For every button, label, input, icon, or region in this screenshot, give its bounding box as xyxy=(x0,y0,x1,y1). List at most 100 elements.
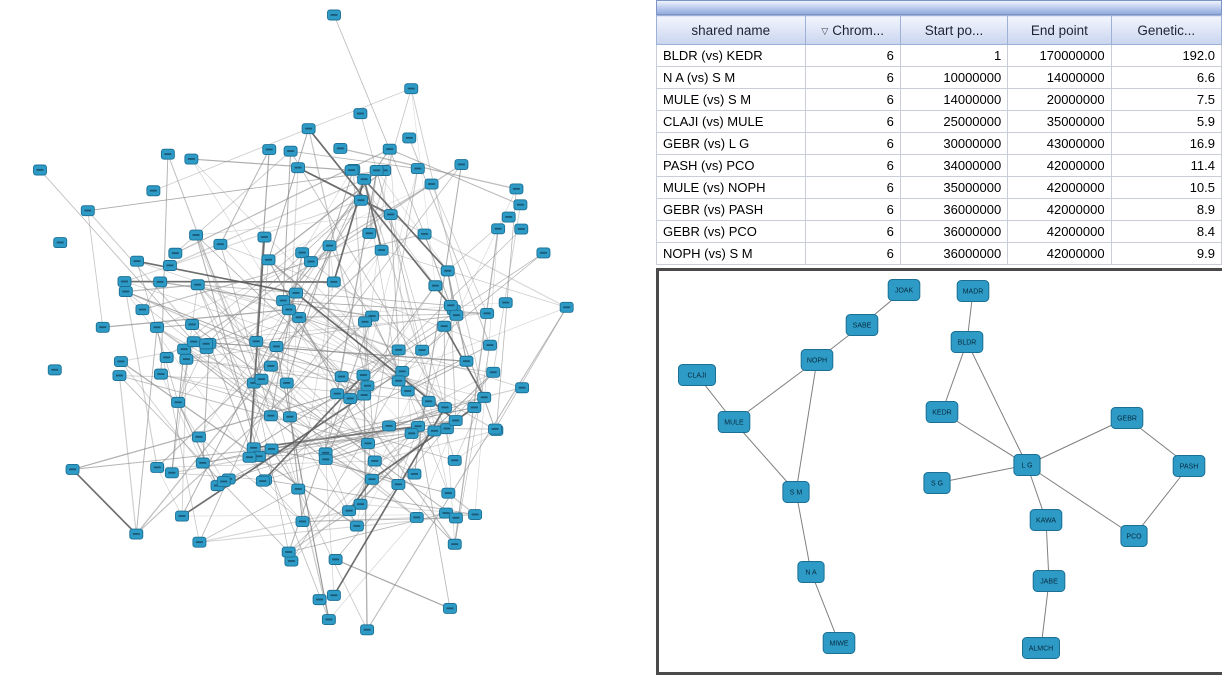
network-node[interactable] xyxy=(401,386,414,396)
network-node[interactable] xyxy=(487,367,500,377)
network-node[interactable] xyxy=(296,248,309,258)
cell-chromosome[interactable]: 6 xyxy=(805,177,900,199)
cell-genetic-distance[interactable]: 16.9 xyxy=(1111,133,1221,155)
cell-start-position[interactable]: 10000000 xyxy=(900,67,1007,89)
network-node[interactable] xyxy=(196,458,209,468)
network-node[interactable] xyxy=(392,479,405,489)
subnetwork-node-jabe[interactable]: JABE xyxy=(1033,571,1065,592)
network-node[interactable] xyxy=(119,287,132,297)
cell-end-point[interactable]: 170000000 xyxy=(1008,45,1111,67)
network-node[interactable] xyxy=(262,255,275,265)
network-node[interactable] xyxy=(405,84,418,94)
network-node[interactable] xyxy=(359,317,372,327)
cell-end-point[interactable]: 42000000 xyxy=(1008,155,1111,177)
subnetwork-node-kawa[interactable]: KAWA xyxy=(1030,510,1062,531)
network-node[interactable] xyxy=(392,345,405,355)
subnetwork-node-noph[interactable]: NOPH xyxy=(801,350,833,371)
cell-shared-name[interactable]: GEBR (vs) PCO xyxy=(657,221,806,243)
network-node[interactable] xyxy=(284,146,297,156)
cell-chromosome[interactable]: 6 xyxy=(805,133,900,155)
network-node[interactable] xyxy=(180,354,193,364)
network-node[interactable] xyxy=(81,206,94,216)
network-node[interactable] xyxy=(345,165,358,175)
subnetwork-node-bldr[interactable]: BLDR xyxy=(951,332,983,353)
cell-end-point[interactable]: 43000000 xyxy=(1008,133,1111,155)
cell-shared-name[interactable]: MULE (vs) S M xyxy=(657,89,806,111)
cell-start-position[interactable]: 30000000 xyxy=(900,133,1007,155)
network-node[interactable] xyxy=(354,195,367,205)
cell-shared-name[interactable]: NOPH (vs) S M xyxy=(657,243,806,265)
network-node[interactable] xyxy=(483,340,496,350)
main-network-canvas[interactable] xyxy=(0,0,656,669)
cell-end-point[interactable]: 42000000 xyxy=(1008,243,1111,265)
subnetwork-node-s-m[interactable]: S M xyxy=(783,482,809,503)
cell-genetic-distance[interactable]: 9.9 xyxy=(1111,243,1221,265)
network-node[interactable] xyxy=(375,245,388,255)
network-node[interactable] xyxy=(358,390,371,400)
network-node[interactable] xyxy=(405,428,418,438)
network-node[interactable] xyxy=(186,320,199,330)
network-node[interactable] xyxy=(411,164,424,174)
network-node[interactable] xyxy=(154,369,167,379)
cell-chromosome[interactable]: 6 xyxy=(805,67,900,89)
cell-chromosome[interactable]: 6 xyxy=(805,45,900,67)
network-node[interactable] xyxy=(283,412,296,422)
network-node[interactable] xyxy=(131,256,144,266)
cell-shared-name[interactable]: CLAJI (vs) MULE xyxy=(657,111,806,133)
cell-end-point[interactable]: 20000000 xyxy=(1008,89,1111,111)
network-node[interactable] xyxy=(510,184,523,194)
cell-shared-name[interactable]: MULE (vs) NOPH xyxy=(657,177,806,199)
network-node[interactable] xyxy=(396,366,409,376)
network-node[interactable] xyxy=(163,260,176,270)
network-node[interactable] xyxy=(469,510,482,520)
cell-end-point[interactable]: 42000000 xyxy=(1008,221,1111,243)
network-node[interactable] xyxy=(560,302,573,312)
network-node[interactable] xyxy=(160,352,173,362)
network-node[interactable] xyxy=(296,517,309,527)
cell-chromosome[interactable]: 6 xyxy=(805,243,900,265)
network-node[interactable] xyxy=(151,462,164,472)
network-node[interactable] xyxy=(313,595,326,605)
network-node[interactable] xyxy=(217,477,230,487)
cell-chromosome[interactable]: 6 xyxy=(805,199,900,221)
subnetwork-node-almch[interactable]: ALMCH xyxy=(1023,638,1060,659)
network-node[interactable] xyxy=(392,376,405,386)
network-node[interactable] xyxy=(193,537,206,547)
network-node[interactable] xyxy=(114,357,127,367)
cell-end-point[interactable]: 42000000 xyxy=(1008,177,1111,199)
cell-chromosome[interactable]: 6 xyxy=(805,111,900,133)
cell-end-point[interactable]: 35000000 xyxy=(1008,111,1111,133)
network-node[interactable] xyxy=(438,321,451,331)
network-node[interactable] xyxy=(429,281,442,291)
network-node[interactable] xyxy=(285,556,298,566)
network-node[interactable] xyxy=(256,476,269,486)
cell-start-position[interactable]: 36000000 xyxy=(900,243,1007,265)
network-node[interactable] xyxy=(327,590,340,600)
network-node[interactable] xyxy=(449,416,462,426)
network-node[interactable] xyxy=(403,133,416,143)
network-node[interactable] xyxy=(331,389,344,399)
network-node[interactable] xyxy=(468,403,481,413)
network-node[interactable] xyxy=(416,345,429,355)
network-node[interactable] xyxy=(335,372,348,382)
network-node[interactable] xyxy=(264,361,277,371)
network-node[interactable] xyxy=(151,322,164,332)
cell-genetic-distance[interactable]: 10.5 xyxy=(1111,177,1221,199)
network-node[interactable] xyxy=(214,239,227,249)
network-node[interactable] xyxy=(449,513,462,523)
network-node[interactable] xyxy=(361,625,374,635)
network-node[interactable] xyxy=(255,374,268,384)
network-node[interactable] xyxy=(448,539,461,549)
network-node[interactable] xyxy=(516,383,529,393)
column-header-end-point[interactable]: End point xyxy=(1008,16,1111,45)
subnetwork-node-gebr[interactable]: GEBR xyxy=(1111,408,1143,429)
network-node[interactable] xyxy=(282,547,295,557)
network-node[interactable] xyxy=(136,305,149,315)
subnetwork-node-claji[interactable]: CLAJI xyxy=(679,365,716,386)
